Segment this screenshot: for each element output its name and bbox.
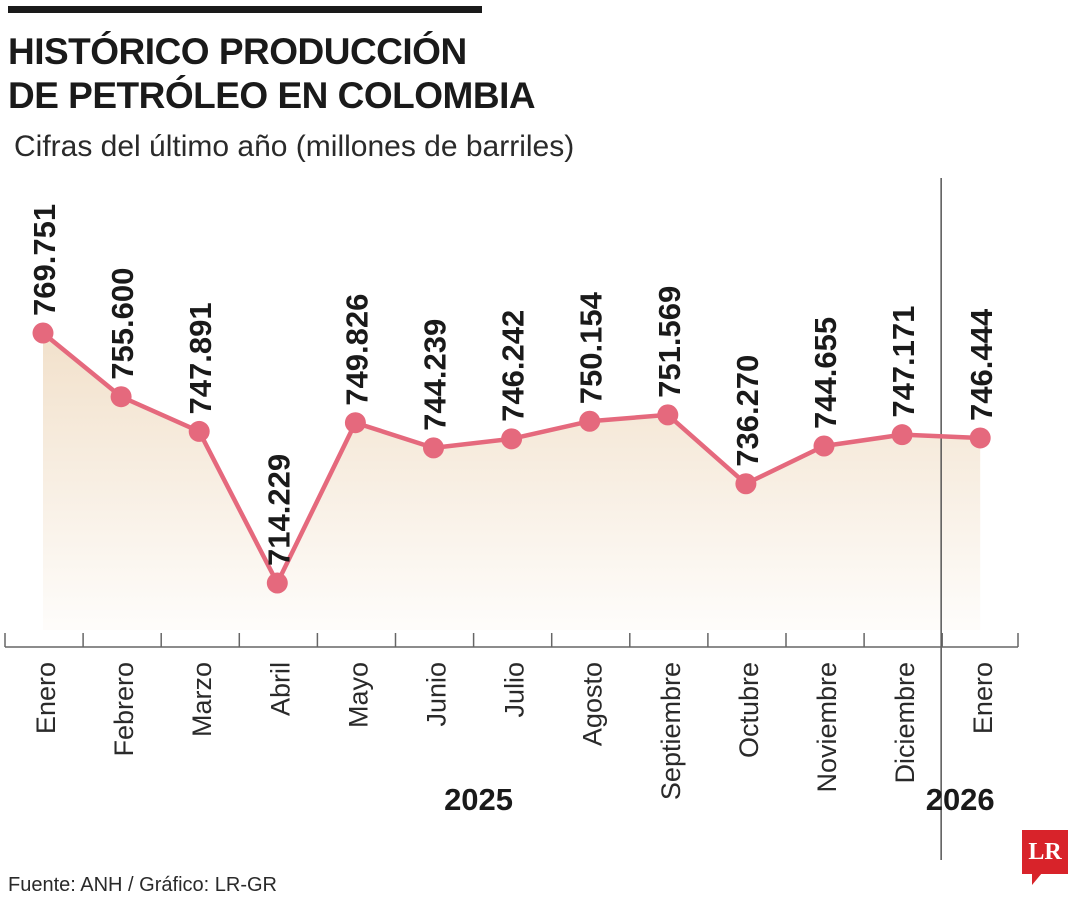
x-tick-label: Noviembre xyxy=(812,662,842,793)
data-point xyxy=(891,424,913,446)
data-point xyxy=(579,410,601,432)
data-label: 746.444 xyxy=(964,308,999,421)
year-label: 2025 xyxy=(444,782,513,817)
data-point xyxy=(266,572,288,594)
data-label: 769.751 xyxy=(27,204,62,316)
data-point xyxy=(501,428,523,450)
x-tick-label: Enero xyxy=(31,662,61,734)
chart-subtitle: Cifras del último año (millones de barri… xyxy=(14,130,575,163)
data-point xyxy=(344,412,366,434)
x-tick-label: Mayo xyxy=(343,662,373,728)
data-label: 736.270 xyxy=(730,355,765,467)
data-point xyxy=(32,322,54,344)
lr-logo-tail xyxy=(1032,873,1042,885)
data-label: 747.891 xyxy=(183,302,218,414)
data-label: 749.826 xyxy=(339,294,374,406)
x-tick-label: Febrero xyxy=(109,662,139,757)
data-label: 746.242 xyxy=(496,310,531,422)
data-label: 751.569 xyxy=(652,286,687,398)
data-point xyxy=(188,420,210,442)
data-label: 744.655 xyxy=(808,317,843,429)
data-label: 714.229 xyxy=(261,454,296,566)
data-point xyxy=(969,427,991,449)
x-tick-label: Septiembre xyxy=(656,662,686,800)
x-tick-label: Marzo xyxy=(187,662,217,737)
source-note: Fuente: ANH / Gráfico: LR-GR xyxy=(8,874,277,896)
x-tick-label: Abril xyxy=(265,662,295,716)
lr-logo: LR xyxy=(1022,830,1068,874)
x-tick-label: Enero xyxy=(968,662,998,734)
x-tick-label: Octubre xyxy=(734,662,764,758)
data-point xyxy=(735,473,757,495)
x-tick-label: Julio xyxy=(500,662,530,718)
data-label: 744.239 xyxy=(418,319,453,431)
chart-title: HISTÓRICO PRODUCCIÓN DE PETRÓLEO EN COLO… xyxy=(8,31,536,116)
data-label: 755.600 xyxy=(105,268,140,380)
data-label: 750.154 xyxy=(574,291,609,404)
data-point xyxy=(813,435,835,457)
year-label: 2026 xyxy=(926,782,995,817)
x-tick-label: Diciembre xyxy=(890,662,920,784)
x-tick-label: Junio xyxy=(422,662,452,727)
area-fill xyxy=(43,333,981,630)
data-point xyxy=(423,437,444,459)
x-tick-label: Agosto xyxy=(578,662,608,746)
data-point xyxy=(110,386,132,408)
data-label: 747.171 xyxy=(886,306,921,418)
top-rule xyxy=(8,6,482,13)
data-point xyxy=(657,404,679,426)
